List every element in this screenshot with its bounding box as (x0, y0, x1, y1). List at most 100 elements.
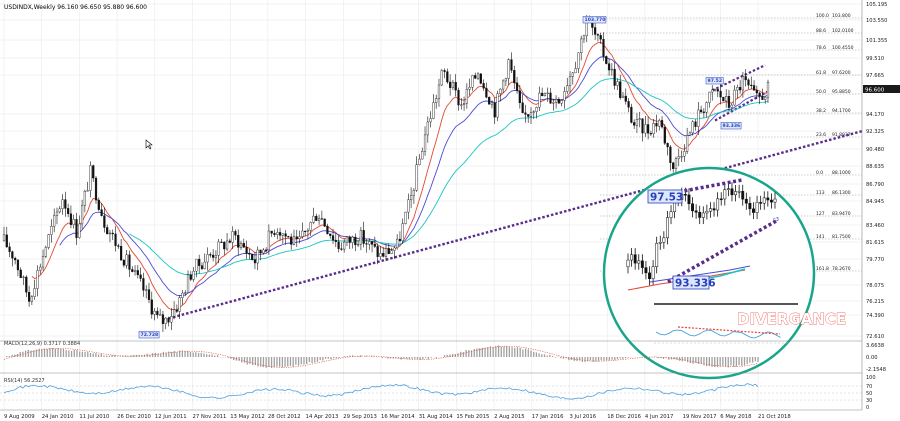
rsi-tick-label: 50 (866, 391, 872, 397)
candle-body (41, 256, 45, 268)
candle-body (365, 243, 368, 245)
candle-body (574, 68, 577, 74)
fib-percent-label: 161.8 (816, 266, 829, 272)
candle-body (566, 85, 569, 92)
fib-price-label: 102.0100 (832, 28, 854, 34)
x-tick-label: 15 Feb 2015 (456, 414, 489, 420)
candle-body (181, 292, 184, 298)
candle-body (47, 234, 50, 248)
fib-price-label: 81.7500 (832, 234, 851, 240)
candle-body (680, 156, 683, 158)
candle-body (398, 238, 402, 242)
candle-body (376, 246, 379, 257)
candle-body (245, 247, 248, 254)
candle-body (535, 107, 538, 112)
y-tick-label: 86.790 (866, 182, 884, 188)
candle-body (460, 104, 463, 106)
channel-upper-line (711, 64, 766, 92)
inset-candle-body (665, 217, 669, 239)
candle-body (36, 270, 39, 289)
candle-body (727, 96, 731, 108)
candle-body (390, 250, 393, 254)
candle-body (8, 246, 11, 252)
candle-body (348, 236, 351, 243)
candle-body (301, 230, 304, 237)
low-2011-label: 72.728 (141, 332, 159, 338)
candle-body (133, 270, 137, 272)
candle-body (259, 249, 262, 254)
candle-body (401, 223, 404, 242)
candle-body (440, 70, 443, 86)
x-tick-label: 27 Nov 2011 (193, 414, 227, 420)
x-tick-label: 4 Jun 2017 (645, 414, 674, 420)
fib-percent-label: 127 (816, 211, 825, 217)
candle-body (234, 231, 237, 236)
candle-body (577, 52, 580, 69)
candle-body (114, 233, 117, 246)
candle-body (502, 80, 505, 90)
candle-body (156, 310, 159, 316)
candle-body (744, 76, 747, 81)
candle-body (67, 208, 70, 214)
inset-candle-body (744, 198, 748, 204)
candle-body (691, 121, 694, 134)
candle-body (607, 63, 611, 71)
candle-body (554, 99, 558, 103)
candle-body (103, 215, 106, 228)
moving-average-line (129, 78, 769, 276)
x-tick-label: 3 Jul 2016 (570, 414, 597, 420)
candle-body (454, 82, 457, 91)
candle-body (515, 82, 519, 91)
candle-body (599, 35, 602, 40)
candle-body (331, 235, 335, 241)
candle-body (527, 114, 530, 117)
candle-body (479, 73, 482, 84)
candle-body (248, 252, 251, 255)
x-tick-label: 17 Jan 2016 (532, 414, 564, 420)
candle-body (635, 119, 639, 126)
fib-price-label: 103.800 (832, 13, 851, 19)
candle-body (170, 316, 173, 323)
rsi-tick-label: 100 (866, 375, 876, 381)
candle-body (270, 230, 273, 234)
x-tick-label: 13 May 2012 (230, 414, 265, 420)
candle-body (351, 236, 354, 243)
candle-body (543, 93, 547, 97)
inset-candle-body (769, 199, 773, 203)
inset-candle-body (737, 191, 741, 193)
candle-body (14, 257, 17, 261)
inset-low-label: 93.336 (675, 278, 716, 290)
inset-candle-body (633, 254, 637, 264)
candle-body (370, 241, 374, 245)
inset-high-label: 97.53 (650, 192, 683, 204)
candle-body (11, 251, 14, 259)
candle-body (666, 143, 669, 148)
candle-body (72, 219, 75, 225)
candle-body (304, 230, 307, 233)
candle-body (711, 89, 714, 93)
candle-body (669, 146, 672, 164)
inset-candle-body (658, 242, 662, 244)
candle-body (580, 38, 583, 54)
candle-body (758, 92, 761, 97)
y-tick-label: 105.195 (866, 2, 887, 8)
chart-title: USDINDX,Weekly 96.160 96.650 95.880 96.6… (4, 4, 147, 11)
candle-body (225, 240, 229, 250)
inset-candle-body (741, 191, 745, 200)
candle-body (100, 209, 103, 216)
candle-body (490, 102, 494, 105)
candle-body (83, 191, 86, 206)
inset-candle-body (683, 193, 687, 196)
inset-candle-body (648, 272, 651, 280)
candle-body (89, 165, 92, 191)
candle-body (78, 223, 81, 238)
candle-body (312, 215, 315, 223)
fib-percent-label: 78.6 (816, 45, 826, 51)
candle-body (192, 270, 195, 280)
candle-body (186, 274, 190, 293)
candle-body (630, 106, 633, 123)
candle-body (27, 292, 31, 302)
candle-body (761, 95, 764, 100)
low-2011-label-box (138, 331, 160, 339)
